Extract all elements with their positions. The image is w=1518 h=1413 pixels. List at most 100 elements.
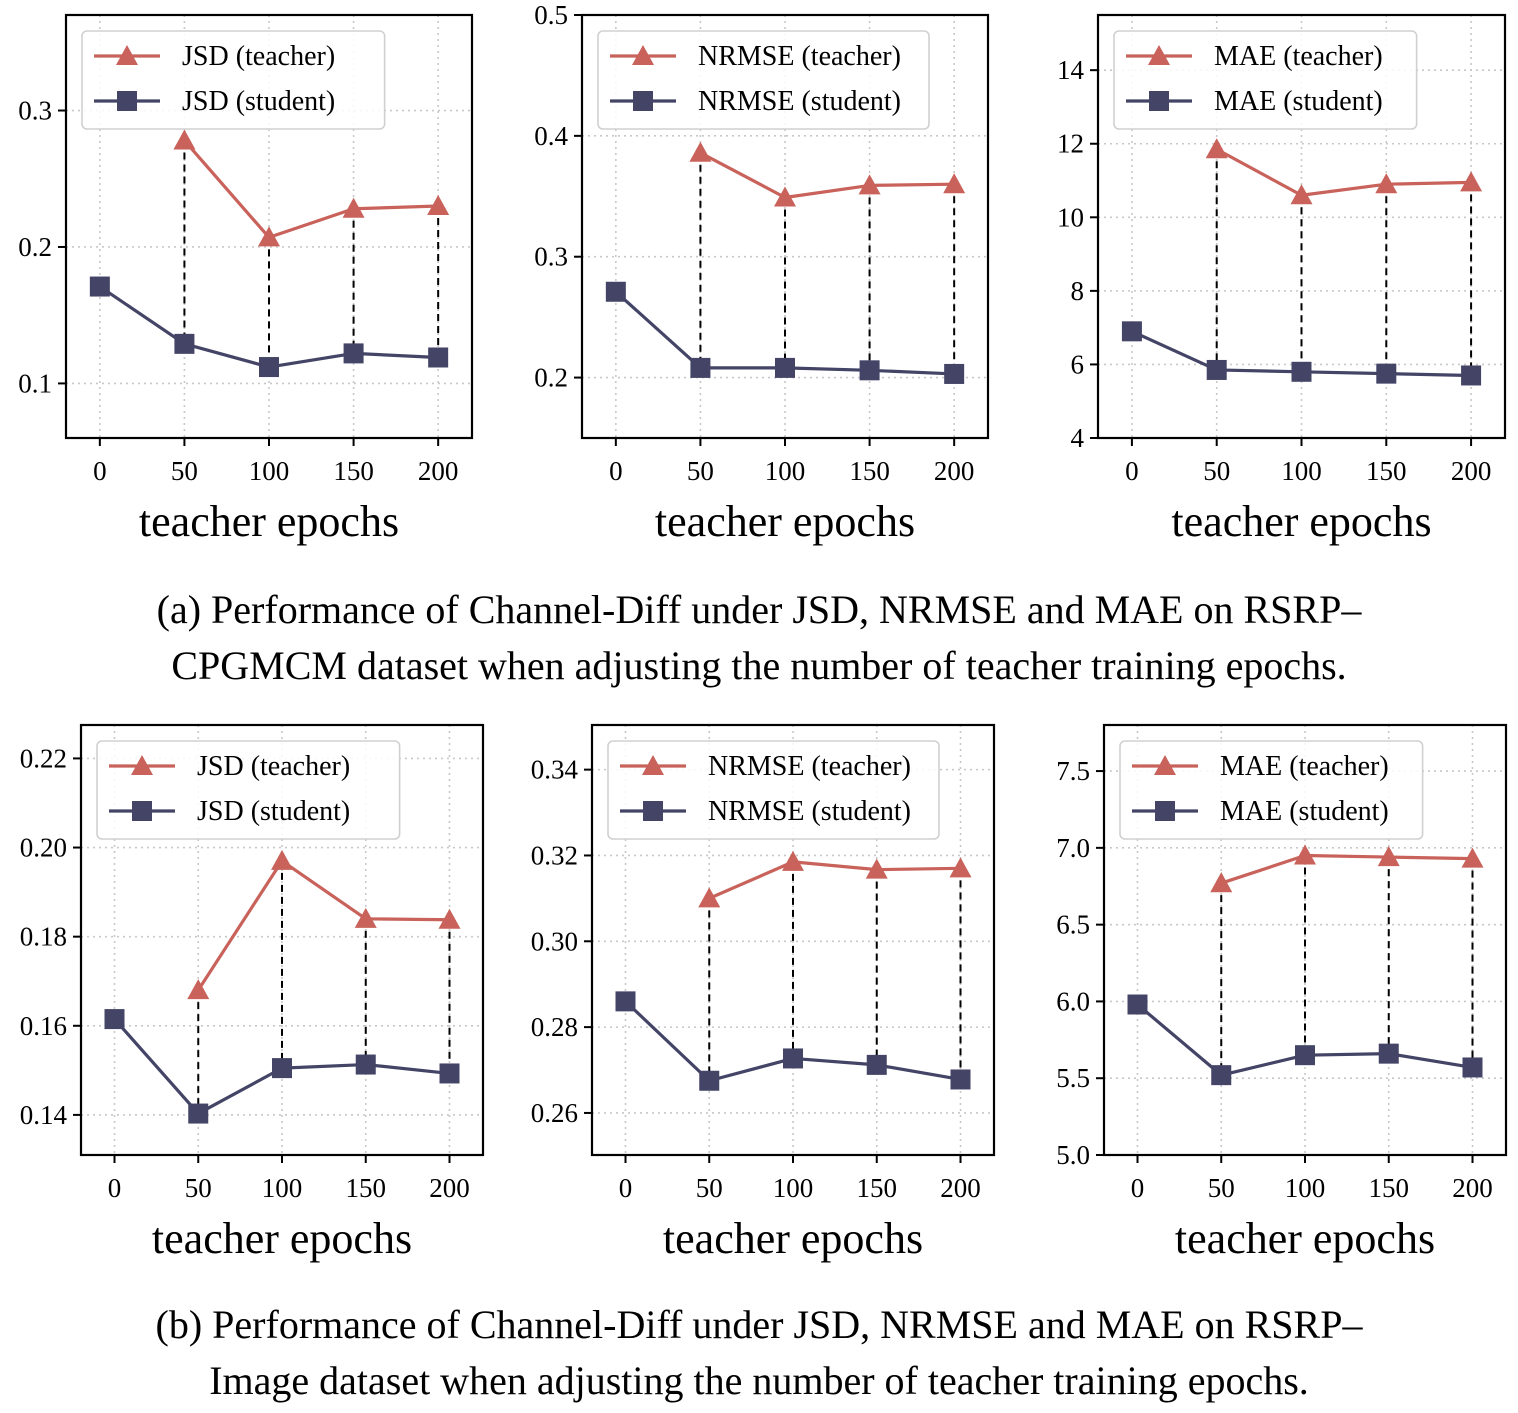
data-point-student xyxy=(615,991,636,1012)
series-line-teacher xyxy=(196,859,450,991)
data-point-student xyxy=(1461,365,1482,386)
legend-swatch-marker xyxy=(632,45,654,66)
caption-a: (a) Performance of Channel-Diff under JS… xyxy=(0,582,1518,694)
x-tick-label: 200 xyxy=(1452,1173,1493,1203)
x-tick-label: 0 xyxy=(619,1173,633,1203)
y-tick-label: 0.14 xyxy=(20,1100,68,1130)
data-point-teacher xyxy=(865,858,888,879)
chart-a-jsd: 0.1 0.2 0.3 0 50 100 150 200 teacher epochs JSD (… xyxy=(18,13,474,546)
data-point-teacher xyxy=(1375,173,1398,194)
legend-label: MAE (teacher) xyxy=(1220,751,1389,782)
x-tick-label: 100 xyxy=(765,456,806,486)
legend: MAE (teacher) MAE (student) xyxy=(1119,740,1424,840)
y-tick-label: 0.18 xyxy=(20,922,67,952)
y-tick-label: 12 xyxy=(1057,129,1084,159)
data-point-teacher xyxy=(1461,847,1484,868)
x-tick-label: 100 xyxy=(249,456,290,486)
chart-a-mae: 4 6 8 10 12 14 0 50 100 150 200 teacher epochs MAE (… xyxy=(1057,13,1507,546)
data-point-student xyxy=(89,276,110,297)
legend-swatch-marker xyxy=(1154,755,1176,776)
data-point-student xyxy=(1127,994,1148,1015)
legend-label: NRMSE (student) xyxy=(708,796,911,827)
data-point-student xyxy=(355,1054,376,1075)
caption-b-line2: Image dataset when adjusting the number … xyxy=(209,1358,1309,1403)
x-axis-label: teacher epochs xyxy=(152,1214,412,1263)
data-point-teacher xyxy=(271,849,293,870)
data-point-teacher xyxy=(943,173,966,194)
data-point-student xyxy=(944,363,965,384)
data-point-student xyxy=(859,360,880,381)
data-point-student xyxy=(775,357,795,378)
data-point-teacher xyxy=(949,857,972,878)
data-point-teacher xyxy=(689,141,712,162)
y-tick-label: 0.5 xyxy=(534,0,568,30)
x-tick-label: 0 xyxy=(609,456,623,486)
data-point-student xyxy=(783,1048,803,1069)
data-point-teacher xyxy=(1377,846,1400,867)
y-tick-label: 0.2 xyxy=(534,363,568,393)
x-tick-label: 50 xyxy=(696,1173,723,1203)
data-point-teacher xyxy=(1290,184,1313,205)
data-point-teacher xyxy=(258,226,280,247)
legend: NRMSE (teacher) NRMSE (student) xyxy=(607,740,940,840)
x-tick-label: 150 xyxy=(346,1173,387,1203)
data-point-student xyxy=(1291,361,1312,382)
data-point-student xyxy=(1378,1043,1399,1064)
y-tick-label: 5.5 xyxy=(1056,1063,1090,1093)
data-point-student xyxy=(1295,1045,1315,1066)
x-tick-label: 0 xyxy=(108,1173,122,1203)
data-point-student xyxy=(104,1009,125,1030)
series-line-teacher xyxy=(708,860,961,900)
y-tick-label: 10 xyxy=(1057,202,1084,232)
y-tick-label: 0.30 xyxy=(531,926,578,956)
legend-label: MAE (student) xyxy=(1214,86,1383,117)
x-tick-label: 200 xyxy=(940,1173,981,1203)
y-tick-label: 0.3 xyxy=(18,96,52,126)
legend-box xyxy=(597,30,930,130)
x-axis-label: teacher epochs xyxy=(663,1214,923,1263)
y-tick-label: 7.0 xyxy=(1056,833,1090,863)
x-tick-label: 100 xyxy=(773,1173,814,1203)
x-tick-label: 150 xyxy=(857,1173,898,1203)
data-point-teacher xyxy=(1460,171,1483,192)
x-tick-label: 50 xyxy=(1203,456,1230,486)
chart-b-jsd: 0.14 0.16 0.18 0.20 0.22 0 50 100 150 200 teacher … xyxy=(20,723,485,1263)
y-tick-label: 0.1 xyxy=(18,368,52,398)
legend-label: NRMSE (teacher) xyxy=(708,751,911,782)
x-axis-label: teacher epochs xyxy=(655,497,915,546)
y-tick-label: 14 xyxy=(1057,55,1085,85)
data-point-student xyxy=(1462,1057,1483,1078)
legend-label: JSD (teacher) xyxy=(182,41,335,72)
x-tick-label: 150 xyxy=(1366,456,1407,486)
data-point-teacher xyxy=(1210,872,1233,893)
legend-swatch-marker xyxy=(117,91,137,111)
caption-b: (b) Performance of Channel-Diff under JS… xyxy=(0,1297,1518,1409)
x-tick-label: 200 xyxy=(429,1173,470,1203)
x-tick-label: 100 xyxy=(262,1173,303,1203)
x-tick-label: 0 xyxy=(93,456,107,486)
x-axis-label: teacher epochs xyxy=(1175,1214,1435,1263)
legend-swatch-marker xyxy=(132,801,152,821)
x-tick-label: 100 xyxy=(1281,456,1322,486)
x-tick-label: 0 xyxy=(1125,456,1139,486)
data-point-student xyxy=(950,1069,971,1090)
x-tick-label: 200 xyxy=(1451,456,1492,486)
x-tick-label: 200 xyxy=(418,456,459,486)
legend-swatch-marker xyxy=(131,755,153,776)
data-point-teacher xyxy=(173,129,196,150)
x-tick-label: 50 xyxy=(185,1173,212,1203)
legend-swatch-marker xyxy=(643,801,663,821)
x-tick-label: 150 xyxy=(333,456,374,486)
legend-swatch-marker xyxy=(642,755,664,776)
y-tick-label: 7.5 xyxy=(1056,756,1090,786)
data-point-student xyxy=(1376,363,1397,384)
y-tick-label: 6 xyxy=(1071,349,1085,379)
chart-b-mae: 5.0 5.5 6.0 6.5 7.0 7.5 0 50 100 150 200 teacher ep… xyxy=(1056,723,1508,1263)
x-tick-label: 50 xyxy=(171,456,198,486)
legend: JSD (teacher) JSD (student) xyxy=(96,740,401,840)
legend-label: MAE (student) xyxy=(1220,796,1389,827)
data-point-student xyxy=(439,1063,460,1084)
legend-swatch-marker xyxy=(1149,91,1169,111)
legend-label: JSD (student) xyxy=(197,796,350,827)
